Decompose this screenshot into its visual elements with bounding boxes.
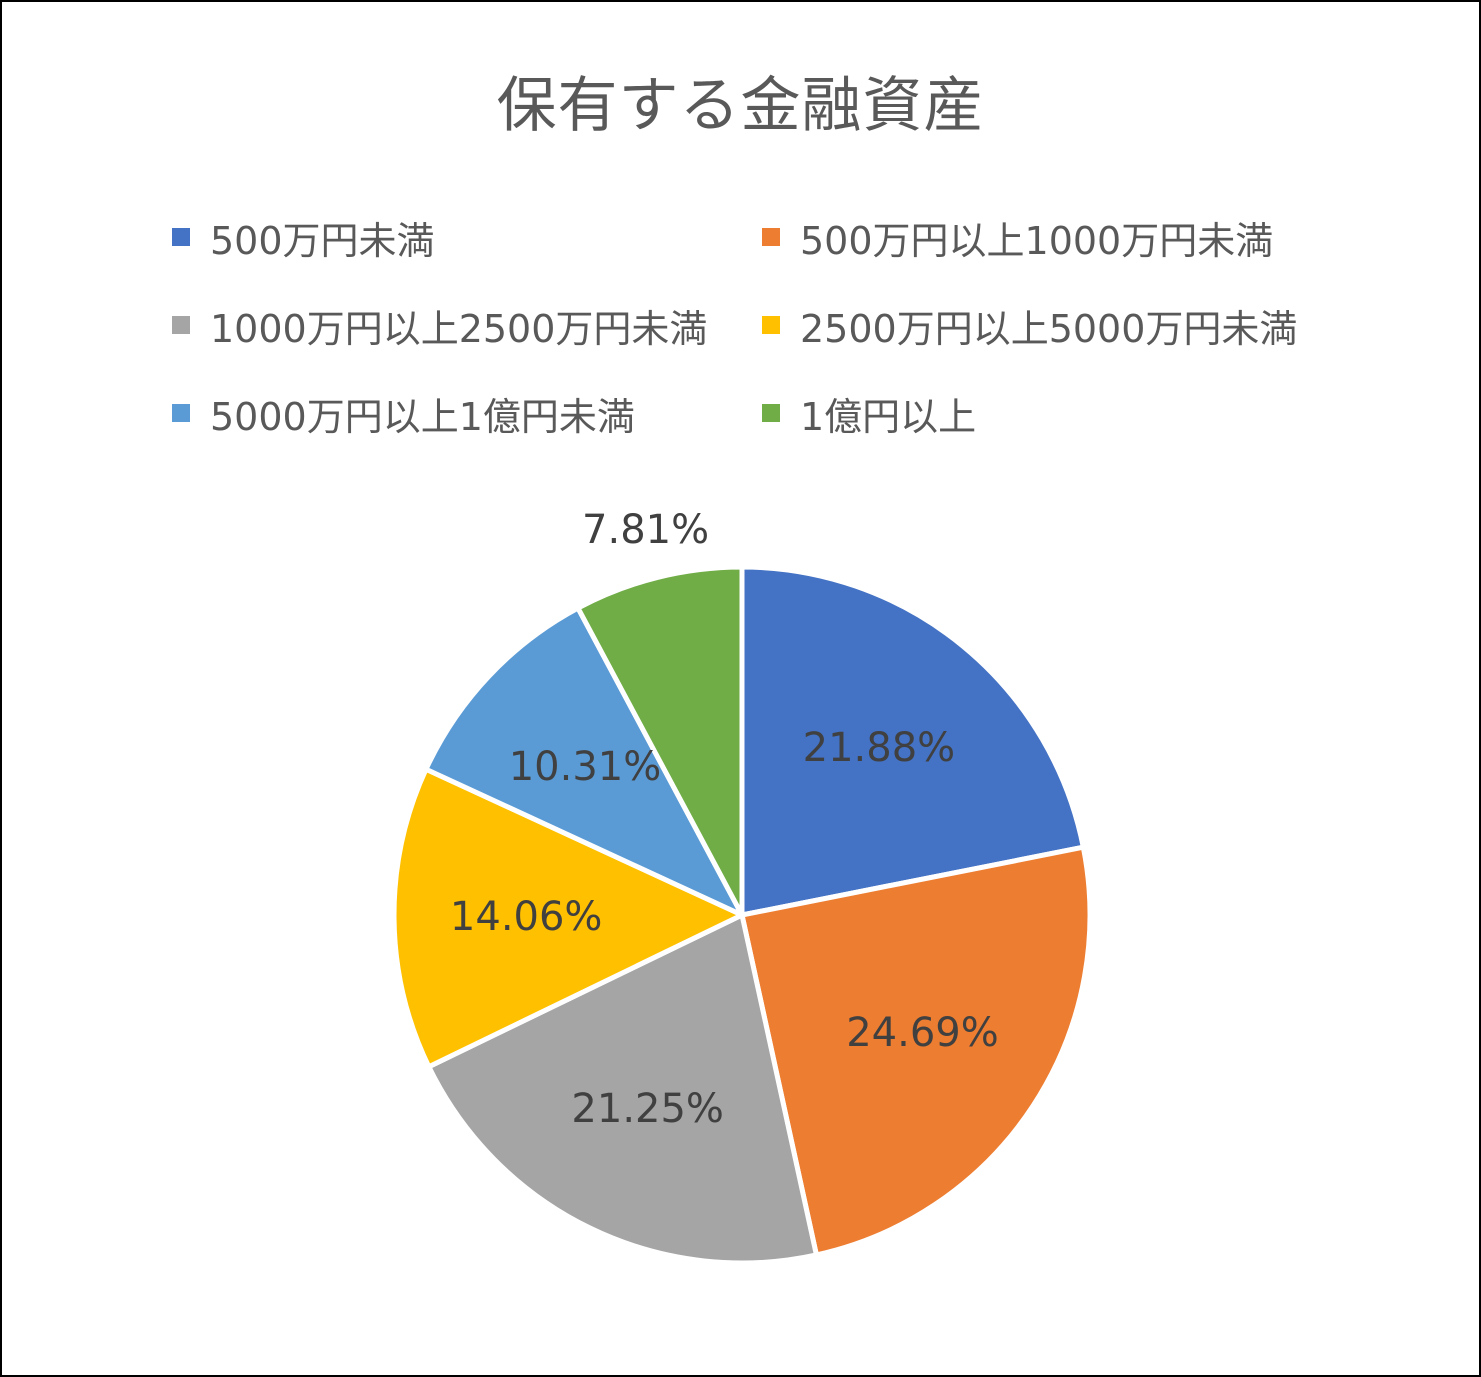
legend-label: 500万円以上1000万円未満 <box>800 218 1274 263</box>
legend-swatch <box>762 404 780 422</box>
pie-slice <box>739 564 1086 918</box>
pie-slice <box>739 844 1093 1258</box>
pie-slice <box>391 766 745 1070</box>
data-label: 21.88% <box>803 725 956 771</box>
chart-title: 保有する金融資産 <box>496 71 985 141</box>
pie-slice <box>423 605 745 918</box>
chart-legend: 500万円未満 500万円以上1000万円未満 1000万円以上2500万円未満… <box>172 207 1372 467</box>
legend-item: 500万円未満 <box>172 207 435 267</box>
data-label: 7.81% <box>582 507 709 553</box>
legend-label: 1億円以上 <box>800 394 977 439</box>
legend-label: 2500万円以上5000万円未満 <box>800 306 1298 351</box>
legend-item: 1000万円以上2500万円未満 <box>172 295 707 355</box>
legend-swatch <box>172 404 190 422</box>
legend-label: 1000万円以上2500万円未満 <box>210 306 708 351</box>
legend-item: 500万円以上1000万円未満 <box>762 207 1273 267</box>
legend-item: 2500万円以上5000万円未満 <box>762 295 1297 355</box>
legend-swatch <box>172 228 190 246</box>
data-label: 14.06% <box>450 894 603 940</box>
legend-swatch <box>762 228 780 246</box>
legend-item: 5000万円以上1億円未満 <box>172 383 635 443</box>
data-label: 21.25% <box>571 1086 724 1132</box>
legend-item: 1億円以上 <box>762 383 976 443</box>
legend-swatch <box>172 316 190 334</box>
pie-slice <box>575 564 745 918</box>
legend-label: 500万円未満 <box>210 218 435 263</box>
data-label: 10.31% <box>509 744 662 790</box>
legend-label: 5000万円以上1億円未満 <box>210 394 635 439</box>
legend-swatch <box>762 316 780 334</box>
data-label: 24.69% <box>846 1010 999 1056</box>
pie-slice <box>426 912 819 1266</box>
